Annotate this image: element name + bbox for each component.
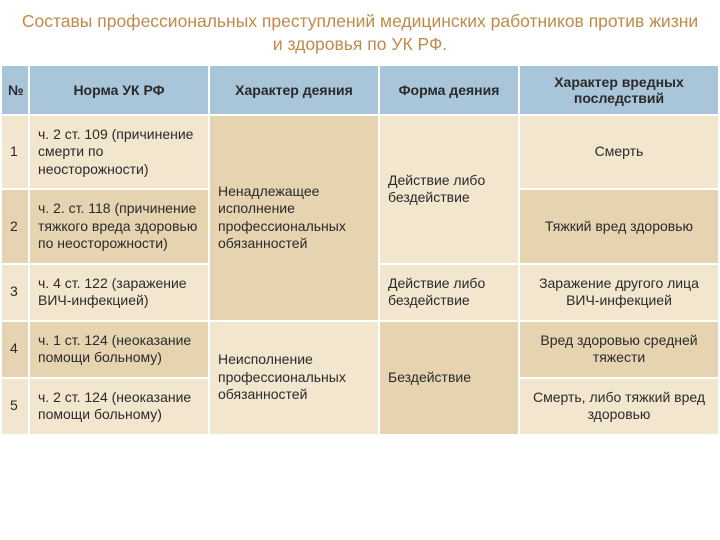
table-row: 1 ч. 2 ст. 109 (причинение смерти по нео…: [1, 115, 719, 190]
table-row: 4 ч. 1 ст. 124 (неоказание помощи больно…: [1, 321, 719, 378]
col-norm-header: Норма УК РФ: [29, 65, 209, 115]
cell-cons: Смерть: [519, 115, 719, 190]
col-char-header: Характер деяния: [209, 65, 379, 115]
cell-norm: ч. 2. ст. 118 (причинение тяжкого вреда …: [29, 189, 209, 264]
cell-form: Действие либо бездействие: [379, 115, 519, 264]
cell-num: 1: [1, 115, 29, 190]
cell-cons: Тяжкий вред здоровью: [519, 189, 719, 264]
cell-char: Ненадлежащее исполнение профессиональных…: [209, 115, 379, 321]
cell-num: 2: [1, 189, 29, 264]
cell-cons: Заражение другого лица ВИЧ-инфекцией: [519, 264, 719, 321]
cell-num: 4: [1, 321, 29, 378]
cell-char: Неисполнение профессиональных обязанност…: [209, 321, 379, 435]
cell-cons: Вред здоровью средней тяжести: [519, 321, 719, 378]
cell-norm: ч. 2 ст. 109 (причинение смерти по неост…: [29, 115, 209, 190]
col-form-header: Форма деяния: [379, 65, 519, 115]
cell-norm: ч. 1 ст. 124 (неоказание помощи больному…: [29, 321, 209, 378]
cell-cons: Смерть, либо тяжкий вред здоровью: [519, 378, 719, 435]
page-title: Составы профессиональных преступлений ме…: [0, 0, 720, 64]
cell-form: Бездействие: [379, 321, 519, 435]
cell-num: 5: [1, 378, 29, 435]
header-row: № Норма УК РФ Характер деяния Форма деян…: [1, 65, 719, 115]
cell-num: 3: [1, 264, 29, 321]
cell-norm: ч. 2 ст. 124 (неоказание помощи больному…: [29, 378, 209, 435]
cell-norm: ч. 4 ст. 122 (заражение ВИЧ-инфекцией): [29, 264, 209, 321]
col-cons-header: Характер вредных последствий: [519, 65, 719, 115]
cell-form: Действие либо бездействие: [379, 264, 519, 321]
col-num-header: №: [1, 65, 29, 115]
main-table: № Норма УК РФ Характер деяния Форма деян…: [0, 64, 720, 436]
